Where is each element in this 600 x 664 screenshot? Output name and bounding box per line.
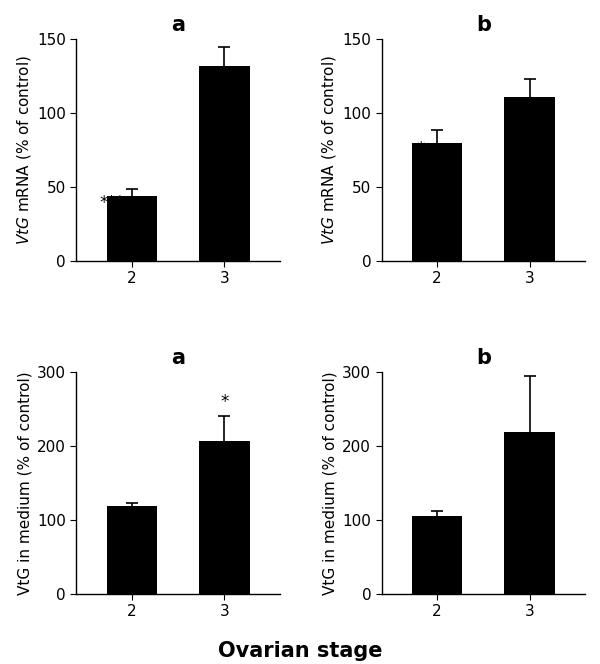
Title: b: b	[476, 15, 491, 35]
Bar	[199, 442, 250, 594]
Bar	[412, 143, 463, 261]
Text: Ovarian stage: Ovarian stage	[218, 641, 382, 661]
Title: b: b	[476, 348, 491, 368]
Bar	[504, 97, 555, 261]
Bar	[412, 516, 463, 594]
Text: *: *	[416, 140, 425, 158]
Bar	[107, 196, 157, 261]
Y-axis label: $\it{VtG}$ mRNA (% of control): $\it{VtG}$ mRNA (% of control)	[320, 55, 338, 245]
Text: *: *	[220, 393, 229, 411]
Bar	[199, 66, 250, 261]
Y-axis label: $\it{VtG}$ mRNA (% of control): $\it{VtG}$ mRNA (% of control)	[15, 55, 33, 245]
Bar	[107, 507, 157, 594]
Y-axis label: VtG in medium (% of control): VtG in medium (% of control)	[323, 371, 338, 595]
Y-axis label: VtG in medium (% of control): VtG in medium (% of control)	[18, 371, 33, 595]
Title: a: a	[171, 15, 185, 35]
Text: ***: ***	[99, 194, 124, 212]
Title: a: a	[171, 348, 185, 368]
Bar	[504, 432, 555, 594]
